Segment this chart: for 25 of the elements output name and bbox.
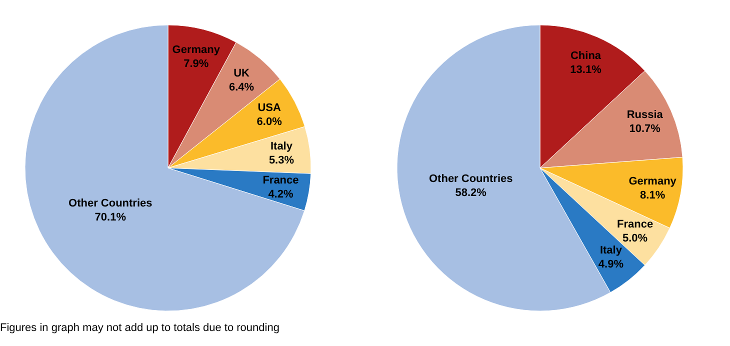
data-label: 70.1% bbox=[94, 211, 126, 224]
slice-label: France bbox=[262, 174, 299, 187]
text: Figures in graph may not add up to totals due to rounding bbox=[0, 322, 280, 334]
data-label: 5.3% bbox=[268, 154, 294, 166]
data-label: 10.7% bbox=[629, 123, 661, 136]
data-label: 4.9% bbox=[598, 258, 624, 271]
slice-label: Italy bbox=[600, 244, 623, 257]
slice-label: France bbox=[616, 218, 654, 231]
data-label: 13.1% bbox=[570, 64, 602, 76]
slice-label: USA bbox=[258, 102, 281, 114]
slice-label: Russia bbox=[626, 109, 664, 122]
slice-label: Other Countries bbox=[68, 197, 152, 210]
slice-label: China bbox=[570, 50, 602, 62]
slice-label: Italy bbox=[270, 140, 294, 152]
data-label: 58.2% bbox=[455, 187, 487, 200]
slice-label: UK bbox=[234, 67, 250, 80]
data-label: 8.1% bbox=[640, 189, 666, 202]
slice-label: Germany bbox=[628, 175, 678, 188]
data-label: 5.0% bbox=[622, 232, 648, 245]
data-label: 7.9% bbox=[184, 58, 209, 70]
data-label: 6.4% bbox=[228, 81, 254, 94]
slice-label: Other Countries bbox=[428, 173, 513, 186]
data-label: 6.0% bbox=[256, 116, 282, 128]
slice-label: Germany bbox=[172, 44, 221, 56]
data-label: 4.2% bbox=[268, 188, 294, 201]
